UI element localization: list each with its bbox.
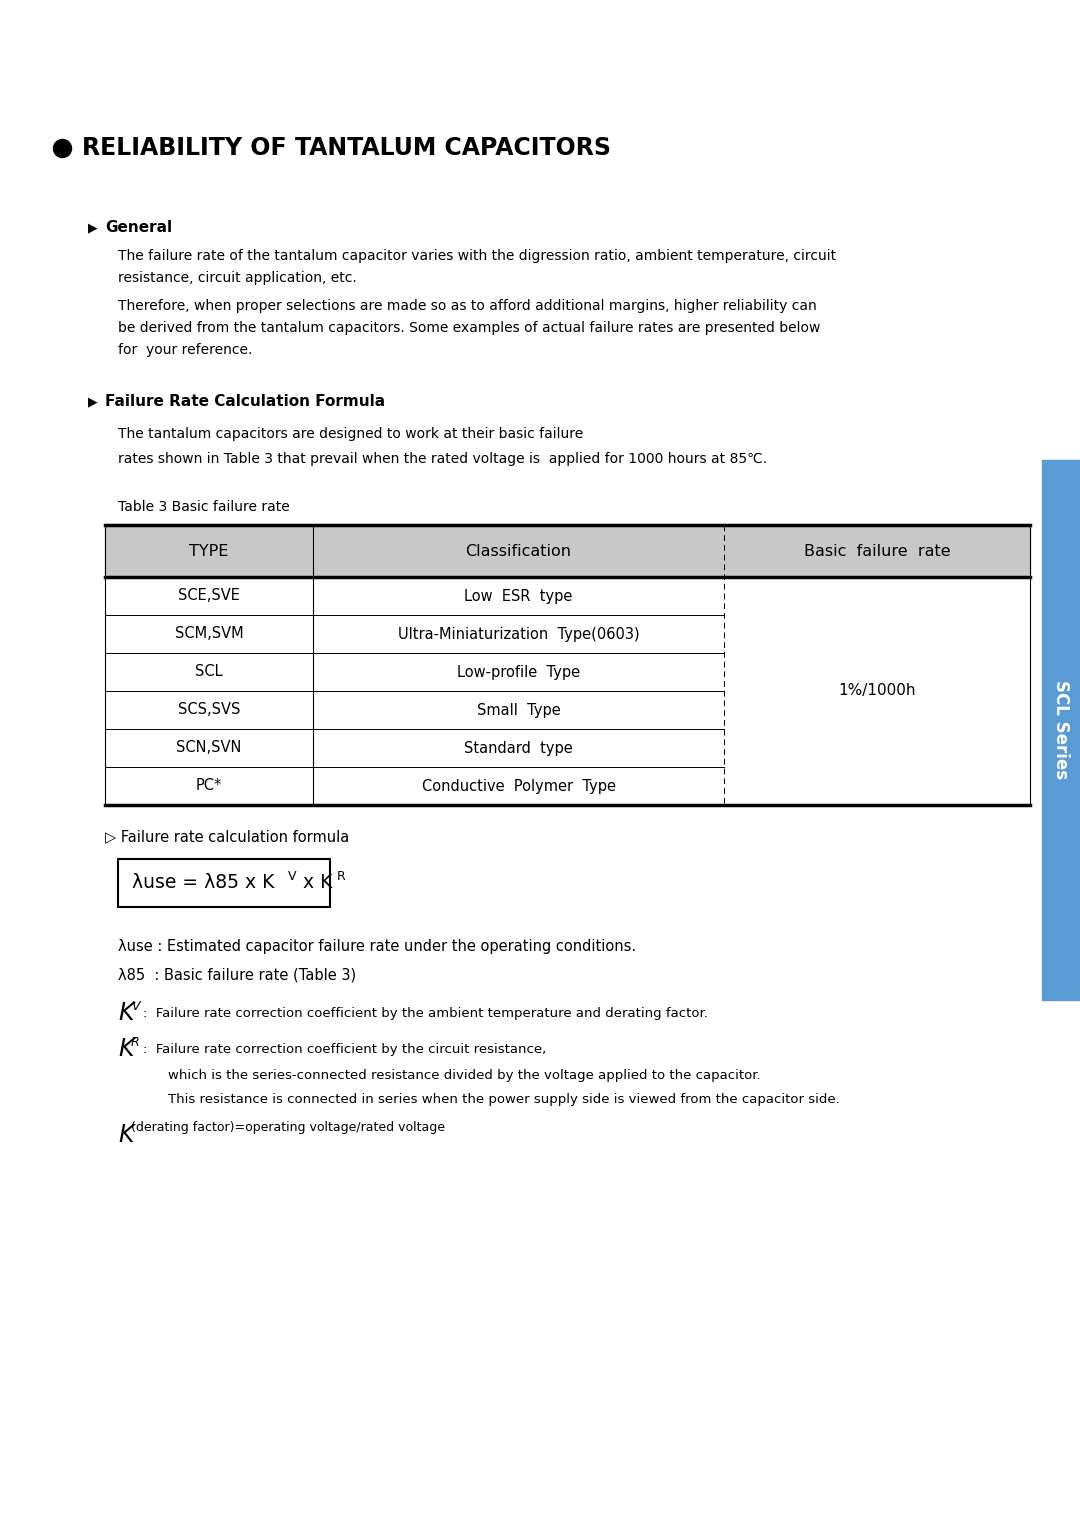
Text: V: V — [131, 999, 139, 1013]
Text: TYPE: TYPE — [189, 544, 229, 559]
Text: Standard  type: Standard type — [464, 741, 572, 755]
Text: Small  Type: Small Type — [476, 703, 561, 718]
Text: resistance, circuit application, etc.: resistance, circuit application, etc. — [118, 270, 356, 286]
Bar — [1042, 460, 1080, 999]
Text: V: V — [288, 871, 297, 883]
Text: The failure rate of the tantalum capacitor varies with the digression ratio, amb: The failure rate of the tantalum capacit… — [118, 249, 836, 263]
Text: SCS,SVS: SCS,SVS — [178, 703, 240, 718]
Text: Classification: Classification — [465, 544, 571, 559]
Text: Table 3 Basic failure rate: Table 3 Basic failure rate — [118, 500, 289, 513]
Text: :  Failure rate correction coefficient by the ambient temperature and derating f: : Failure rate correction coefficient by… — [143, 1007, 707, 1019]
Text: Failure Rate Calculation Formula: Failure Rate Calculation Formula — [105, 394, 386, 410]
Text: x K: x K — [297, 874, 333, 892]
Text: Conductive  Polymer  Type: Conductive Polymer Type — [421, 778, 616, 793]
Text: (derating factor)=operating voltage/rated voltage: (derating factor)=operating voltage/rate… — [131, 1122, 445, 1134]
Text: SCL Series: SCL Series — [1052, 680, 1070, 779]
Text: rates shown in Table 3 that prevail when the rated voltage is  applied for 1000 : rates shown in Table 3 that prevail when… — [118, 452, 767, 466]
Text: SCE,SVE: SCE,SVE — [178, 588, 240, 604]
Text: :  Failure rate correction coefficient by the circuit resistance,: : Failure rate correction coefficient by… — [143, 1042, 546, 1056]
Text: ▷ Failure rate calculation formula: ▷ Failure rate calculation formula — [105, 830, 349, 845]
Bar — [118, 859, 330, 908]
Text: RELIABILITY OF TANTALUM CAPACITORS: RELIABILITY OF TANTALUM CAPACITORS — [82, 136, 611, 160]
Text: R: R — [131, 1036, 139, 1048]
Text: Low-profile  Type: Low-profile Type — [457, 665, 580, 680]
Text: K: K — [118, 1038, 134, 1060]
Text: SCM,SVM: SCM,SVM — [175, 626, 243, 642]
Text: λuse : Estimated capacitor failure rate under the operating conditions.: λuse : Estimated capacitor failure rate … — [118, 940, 636, 955]
Text: The tantalum capacitors are designed to work at their basic failure: The tantalum capacitors are designed to … — [118, 426, 583, 442]
Text: SCL: SCL — [195, 665, 222, 680]
Text: 1%/1000h: 1%/1000h — [838, 683, 916, 698]
Text: SCN,SVN: SCN,SVN — [176, 741, 242, 755]
Text: General: General — [105, 220, 172, 235]
Text: be derived from the tantalum capacitors. Some examples of actual failure rates a: be derived from the tantalum capacitors.… — [118, 321, 821, 335]
Text: Ultra-Miniaturization  Type(0603): Ultra-Miniaturization Type(0603) — [397, 626, 639, 642]
Bar — [105, 526, 1030, 578]
Text: Basic  failure  rate: Basic failure rate — [804, 544, 950, 559]
Text: ▶: ▶ — [87, 396, 97, 408]
Text: This resistance is connected in series when the power supply side is viewed from: This resistance is connected in series w… — [168, 1093, 840, 1105]
Text: λuse = λ85 x K: λuse = λ85 x K — [132, 874, 274, 892]
Text: PC*: PC* — [195, 778, 222, 793]
Text: for  your reference.: for your reference. — [118, 342, 253, 358]
Text: Low  ESR  type: Low ESR type — [464, 588, 572, 604]
Text: ▶: ▶ — [87, 222, 97, 234]
Text: R: R — [337, 871, 346, 883]
Text: λ85  : Basic failure rate (Table 3): λ85 : Basic failure rate (Table 3) — [118, 967, 356, 983]
Text: Therefore, when proper selections are made so as to afford additional margins, h: Therefore, when proper selections are ma… — [118, 299, 816, 313]
Text: K: K — [118, 1123, 134, 1148]
Text: which is the series-connected resistance divided by the voltage applied to the c: which is the series-connected resistance… — [168, 1068, 760, 1082]
Text: K: K — [118, 1001, 134, 1025]
